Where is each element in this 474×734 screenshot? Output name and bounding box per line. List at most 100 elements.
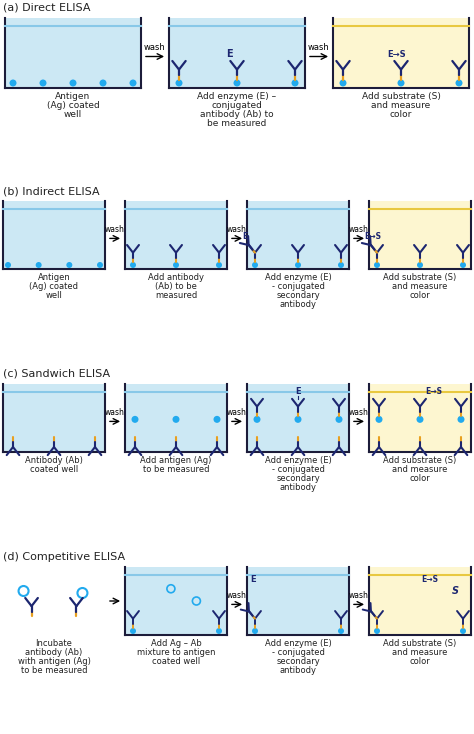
Text: E→S: E→S — [387, 50, 406, 59]
Circle shape — [252, 628, 258, 634]
Circle shape — [173, 416, 180, 423]
Text: (Ab) to be: (Ab) to be — [155, 282, 197, 291]
Text: coated well: coated well — [152, 657, 200, 666]
Text: wash: wash — [349, 225, 369, 234]
Text: antibody (Ab) to: antibody (Ab) to — [200, 110, 274, 119]
Text: Add substrate (S): Add substrate (S) — [383, 456, 456, 465]
Circle shape — [374, 628, 380, 634]
Circle shape — [131, 416, 138, 423]
Bar — [125, 384, 227, 452]
Text: (Ag) coated: (Ag) coated — [46, 101, 100, 110]
Text: well: well — [64, 110, 82, 119]
Circle shape — [460, 262, 466, 268]
Text: Add antigen (Ag): Add antigen (Ag) — [140, 456, 212, 465]
Text: coated well: coated well — [30, 465, 78, 474]
Text: S: S — [452, 586, 459, 596]
Circle shape — [254, 416, 261, 423]
Circle shape — [216, 628, 222, 634]
Circle shape — [398, 79, 404, 87]
Circle shape — [66, 262, 73, 268]
Text: Add substrate (S): Add substrate (S) — [362, 92, 440, 101]
Text: secondary: secondary — [276, 657, 320, 666]
Text: - conjugated: - conjugated — [272, 465, 324, 474]
Text: wash: wash — [227, 225, 247, 234]
Text: wash: wash — [144, 43, 166, 53]
Text: antibody (Ab): antibody (Ab) — [26, 648, 82, 657]
Bar — [125, 201, 227, 269]
Bar — [247, 567, 349, 635]
Text: E: E — [250, 575, 256, 584]
Circle shape — [9, 79, 17, 87]
Circle shape — [173, 262, 179, 268]
Text: Antigen: Antigen — [55, 92, 91, 101]
Text: secondary: secondary — [276, 474, 320, 483]
Text: Add substrate (S): Add substrate (S) — [383, 639, 456, 648]
Text: E: E — [227, 49, 233, 59]
Text: and measure: and measure — [371, 101, 430, 110]
Text: Incubate: Incubate — [36, 639, 73, 648]
Circle shape — [130, 262, 136, 268]
Text: antibody: antibody — [280, 666, 317, 675]
Circle shape — [417, 416, 423, 423]
Circle shape — [97, 262, 103, 268]
Text: wash: wash — [349, 408, 369, 418]
Bar — [369, 201, 471, 269]
Circle shape — [216, 262, 222, 268]
Circle shape — [456, 79, 463, 87]
Circle shape — [234, 79, 240, 87]
Bar — [369, 384, 471, 452]
Bar — [247, 201, 349, 269]
Text: E: E — [295, 387, 301, 396]
Circle shape — [213, 416, 220, 423]
Bar — [333, 18, 469, 88]
Text: (c) Sandwich ELISA: (c) Sandwich ELISA — [3, 369, 110, 379]
Text: wash: wash — [227, 408, 247, 418]
Bar — [247, 384, 349, 452]
Text: (Ag) coated: (Ag) coated — [29, 282, 79, 291]
Circle shape — [338, 628, 344, 634]
Text: (a) Direct ELISA: (a) Direct ELISA — [3, 3, 91, 13]
Circle shape — [292, 79, 299, 87]
Text: to be measured: to be measured — [21, 666, 87, 675]
Text: E: E — [242, 232, 247, 241]
Text: wash: wash — [308, 43, 330, 53]
Circle shape — [460, 628, 466, 634]
Text: and measure: and measure — [392, 648, 447, 657]
Text: E→S: E→S — [425, 387, 442, 396]
Text: with antigen (Ag): with antigen (Ag) — [18, 657, 91, 666]
Text: Add enzyme (E): Add enzyme (E) — [264, 639, 331, 648]
Text: wash: wash — [349, 592, 369, 600]
Text: Add antibody: Add antibody — [148, 273, 204, 282]
Text: conjugated: conjugated — [211, 101, 263, 110]
Circle shape — [417, 262, 423, 268]
Text: Add substrate (S): Add substrate (S) — [383, 273, 456, 282]
Text: (d) Competitive ELISA: (d) Competitive ELISA — [3, 552, 125, 562]
Text: and measure: and measure — [392, 465, 447, 474]
Text: E→S: E→S — [422, 575, 439, 584]
Bar — [169, 18, 305, 88]
Text: color: color — [390, 110, 412, 119]
Text: (b) Indirect ELISA: (b) Indirect ELISA — [3, 186, 100, 196]
Circle shape — [336, 416, 343, 423]
Text: wash: wash — [105, 225, 125, 234]
Circle shape — [129, 79, 137, 87]
Text: Add Ag – Ab: Add Ag – Ab — [151, 639, 201, 648]
Circle shape — [100, 79, 107, 87]
Text: - conjugated: - conjugated — [272, 648, 324, 657]
Circle shape — [70, 79, 76, 87]
Circle shape — [339, 79, 346, 87]
Text: Add enzyme (E): Add enzyme (E) — [264, 456, 331, 465]
Text: to be measured: to be measured — [143, 465, 209, 474]
Circle shape — [39, 79, 46, 87]
Text: Antibody (Ab): Antibody (Ab) — [25, 456, 83, 465]
Text: antibody: antibody — [280, 300, 317, 309]
Circle shape — [295, 262, 301, 268]
Text: color: color — [410, 291, 430, 300]
Circle shape — [175, 79, 182, 87]
Circle shape — [374, 262, 380, 268]
Circle shape — [36, 262, 42, 268]
Bar — [125, 567, 227, 635]
Text: secondary: secondary — [276, 291, 320, 300]
Circle shape — [130, 628, 136, 634]
Circle shape — [375, 416, 383, 423]
